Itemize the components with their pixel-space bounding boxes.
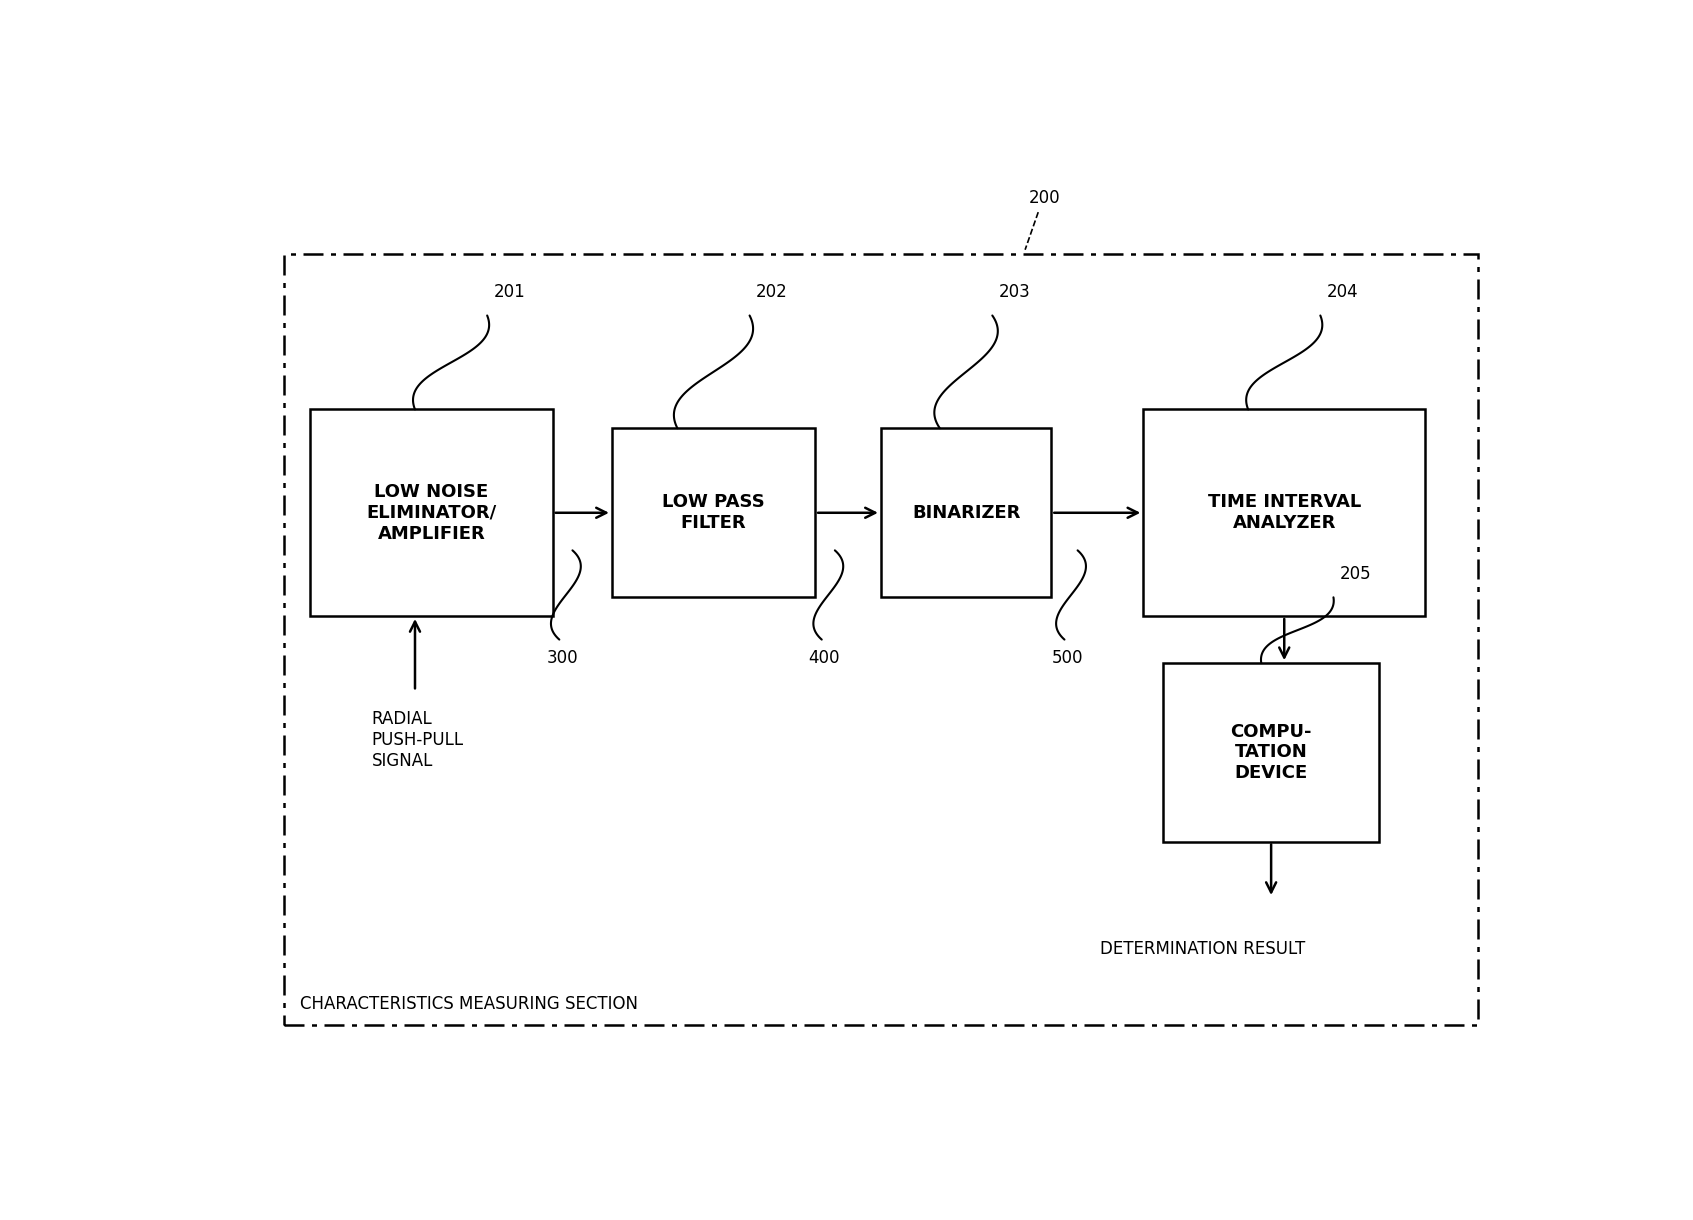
- Text: DETERMINATION RESULT: DETERMINATION RESULT: [1100, 941, 1305, 958]
- Text: 204: 204: [1327, 283, 1358, 301]
- Text: 500: 500: [1051, 649, 1084, 667]
- Bar: [1143, 410, 1426, 616]
- Text: 205: 205: [1341, 565, 1371, 583]
- Text: CHARACTERISTICS MEASURING SECTION: CHARACTERISTICS MEASURING SECTION: [300, 996, 638, 1014]
- Text: 200: 200: [1029, 189, 1060, 207]
- Text: 203: 203: [999, 283, 1031, 301]
- Text: 202: 202: [757, 283, 787, 301]
- Text: 400: 400: [809, 649, 840, 667]
- Bar: [284, 255, 1478, 1025]
- Text: 201: 201: [494, 283, 525, 301]
- Bar: [310, 410, 552, 616]
- Text: 300: 300: [547, 649, 577, 667]
- Text: LOW NOISE
ELIMINATOR/
AMPLIFIER: LOW NOISE ELIMINATOR/ AMPLIFIER: [366, 483, 496, 543]
- Text: COMPU-
TATION
DEVICE: COMPU- TATION DEVICE: [1231, 722, 1312, 782]
- Text: LOW PASS
FILTER: LOW PASS FILTER: [662, 493, 765, 532]
- Bar: [611, 428, 816, 598]
- Bar: [1163, 664, 1380, 842]
- Text: TIME INTERVAL
ANALYZER: TIME INTERVAL ANALYZER: [1207, 493, 1361, 532]
- Text: RADIAL
PUSH-PULL
SIGNAL: RADIAL PUSH-PULL SIGNAL: [372, 710, 464, 770]
- Text: BINARIZER: BINARIZER: [913, 504, 1021, 522]
- Bar: [880, 428, 1051, 598]
